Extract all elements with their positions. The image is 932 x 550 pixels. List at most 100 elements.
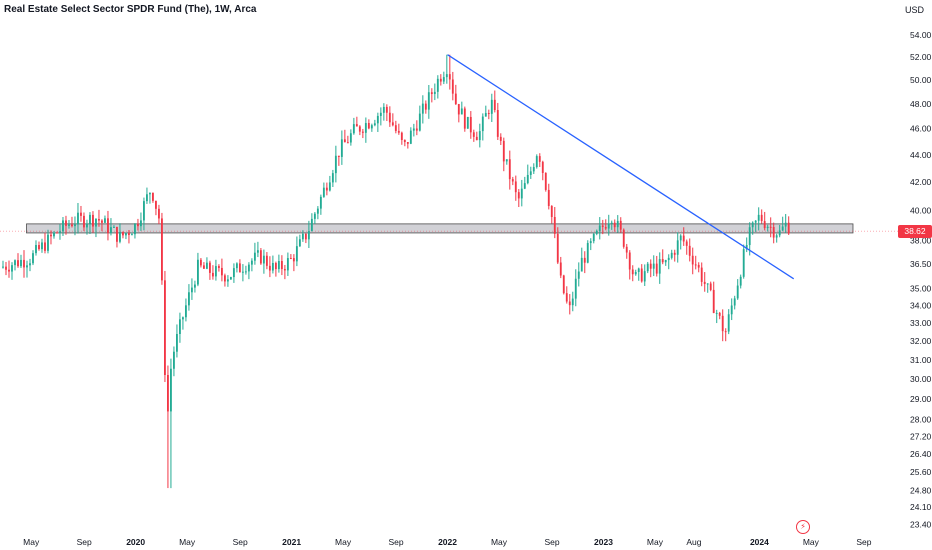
price-tick-label: 25.60 [910, 467, 932, 477]
candle-body [442, 77, 445, 82]
candle-body [559, 262, 562, 276]
price-tick-label: 46.00 [910, 124, 932, 134]
candle-body [292, 258, 295, 262]
candle-body [601, 225, 604, 227]
candle-body [751, 222, 754, 228]
candle-body [529, 171, 532, 175]
candle-body [364, 123, 367, 133]
candle-body [280, 261, 283, 270]
candle-body [664, 260, 667, 263]
candle-body [778, 230, 781, 236]
candle-body [403, 139, 406, 143]
candle-body [451, 79, 454, 94]
candle-body [14, 260, 16, 266]
candle-body [346, 142, 349, 144]
candle-body [619, 220, 622, 230]
time-tick-label: Sep [856, 537, 871, 547]
candle-body [604, 226, 607, 229]
time-tick-label: Sep [233, 537, 248, 547]
candle-body [232, 268, 235, 278]
candle-body [508, 159, 511, 180]
candle-body [553, 216, 556, 234]
candle-body [670, 252, 673, 258]
candle-body [433, 91, 436, 95]
candle-body [265, 255, 268, 266]
candle-body [134, 223, 136, 235]
candle-body [568, 301, 571, 306]
downtrend-line[interactable] [447, 54, 795, 280]
support-zone[interactable] [26, 223, 854, 234]
candle-body [128, 233, 130, 236]
lightning-icon[interactable]: ⚡ [796, 520, 810, 534]
candle-body [616, 220, 619, 228]
candle-body [745, 245, 748, 250]
candle-body [532, 167, 535, 172]
time-tick-label: May [335, 537, 352, 547]
candle-body [688, 245, 691, 256]
candle-body [679, 235, 682, 241]
candle-body [430, 92, 433, 95]
candle-body [173, 351, 175, 369]
candle-body [457, 104, 460, 115]
candle-body [538, 156, 541, 162]
candle-body [610, 222, 613, 224]
candle-body [421, 103, 424, 114]
candle-body [101, 220, 103, 223]
candle-body [571, 298, 574, 306]
time-tick-label: Sep [389, 537, 404, 547]
candle-body [703, 281, 706, 284]
candle-body [229, 277, 232, 280]
candle-body [406, 142, 409, 144]
candle-body [122, 232, 124, 236]
candle-body [544, 172, 547, 190]
candle-body [98, 218, 100, 221]
candle-body [44, 242, 46, 251]
candle-body [658, 259, 661, 274]
time-tick-label: May [647, 537, 664, 547]
candle-body [250, 260, 253, 265]
candle-body [325, 187, 328, 191]
price-tick-label: 26.40 [910, 449, 932, 459]
candle-body [259, 250, 262, 264]
candle-body [358, 126, 361, 132]
candle-body [256, 250, 259, 253]
candle-body [80, 212, 82, 216]
price-tick-label: 38.00 [910, 236, 932, 246]
candle-body [295, 246, 298, 262]
candle-body [214, 266, 217, 277]
candle-body [11, 265, 13, 272]
candle-body [307, 231, 310, 240]
candle-body [170, 368, 172, 412]
candle-body [167, 375, 169, 412]
candle-body [676, 240, 679, 255]
candle-body [739, 276, 742, 286]
candle-body [613, 222, 616, 228]
candle-body [748, 227, 751, 246]
price-tick-label: 48.00 [910, 99, 932, 109]
time-tick-label: Sep [77, 537, 92, 547]
candle-body [787, 222, 790, 234]
candle-body [23, 259, 25, 268]
candle-body [32, 253, 34, 264]
price-tick-label: 35.00 [910, 284, 932, 294]
candle-body [343, 139, 346, 143]
candle-body [448, 74, 451, 80]
candle-body [574, 278, 577, 299]
time-tick-label: 2024 [750, 537, 769, 547]
candle-body [199, 259, 202, 266]
candle-body [304, 233, 307, 240]
candle-body [334, 155, 337, 174]
candle-body [379, 112, 382, 116]
candle-body [26, 265, 28, 268]
candle-body [331, 173, 334, 183]
candle-body [65, 220, 67, 226]
candle-body [475, 136, 478, 141]
candle-body [724, 331, 727, 333]
trendline-layer [447, 54, 795, 280]
candle-body [340, 139, 343, 157]
candle-body [487, 113, 490, 115]
candle-body [388, 112, 391, 123]
price-tick-label: 33.00 [910, 318, 932, 328]
candle-body [754, 220, 757, 223]
